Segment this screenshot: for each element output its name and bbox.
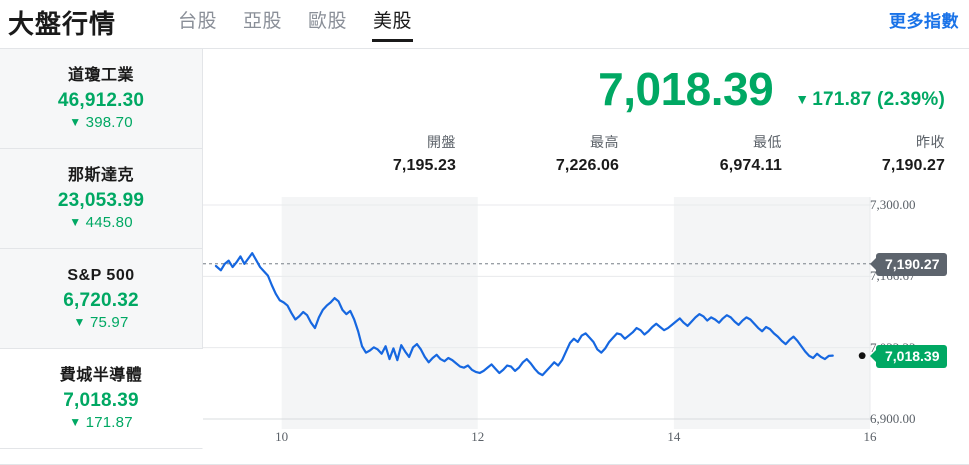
down-triangle-icon: ▼ xyxy=(69,215,82,230)
tab-label: 台股 xyxy=(178,11,218,32)
stat-label: 開盤 xyxy=(427,134,456,150)
tab-2[interactable]: 歐股 xyxy=(295,6,360,42)
index-card-2[interactable]: S&P 500 6,720.32 ▼ 75.97 xyxy=(0,249,203,349)
index-price: 23,053.99 xyxy=(57,189,145,211)
page-title: 大盤行情 xyxy=(8,9,117,39)
stat-2: 最低 6,974.11 xyxy=(619,132,782,179)
stat-value: 7,190.27 xyxy=(881,157,945,174)
index-price: 46,912.30 xyxy=(57,89,145,111)
tab-label: 歐股 xyxy=(308,11,348,32)
stat-label: 昨收 xyxy=(916,134,945,150)
index-name: S&P 500 xyxy=(67,267,135,285)
last-price: 7,018.39 xyxy=(598,63,774,115)
header-divider xyxy=(0,48,969,49)
index-card-0[interactable]: 道瓊工業 46,912.30 ▼ 398.70 xyxy=(0,49,203,149)
last-change: ▼ 171.87 (2.39%) xyxy=(795,89,945,111)
tab-label: 美股 xyxy=(373,11,413,32)
index-card-3[interactable]: 費城半導體 7,018.39 ▼ 171.87 xyxy=(0,349,203,449)
index-change: ▼ 445.80 xyxy=(69,213,133,233)
index-change-value: 75.97 xyxy=(85,314,129,332)
x-axis-label-2: 14 xyxy=(667,429,681,444)
index-list-sidebar: 道瓊工業 46,912.30 ▼ 398.70 那斯達克 23,053.99 ▼ 445.… xyxy=(0,49,203,465)
down-triangle-icon: ▼ xyxy=(73,315,86,330)
chart-band-1 xyxy=(673,197,870,429)
last-price-badge: 7,018.39 xyxy=(876,344,947,368)
stat-1: 最高 7,226.06 xyxy=(456,132,619,179)
index-price: 7,018.39 xyxy=(63,389,139,411)
market-tabs: 台股 亞股 歐股 美股 xyxy=(165,6,425,42)
tab-1[interactable]: 亞股 xyxy=(230,6,295,42)
page-header: 大盤行情 台股 亞股 歐股 美股 更多指數 xyxy=(0,0,969,49)
index-name: 費城半導體 xyxy=(59,367,143,385)
quote-panel: 7,018.39 ▼ 171.87 (2.39%) 開盤 7,195.23 最高 7,2… xyxy=(203,49,969,465)
series-line-0 xyxy=(214,252,834,377)
quote-stats: 開盤 7,195.23 最高 7,226.06 最低 6,974.11 昨收 7,190.27 xyxy=(293,132,945,179)
tab-3[interactable]: 美股 xyxy=(360,6,425,42)
index-name: 道瓊工業 xyxy=(67,67,134,85)
index-change: ▼ 171.87 xyxy=(69,413,133,433)
index-change-value: 445.80 xyxy=(81,214,133,232)
tab-0[interactable]: 台股 xyxy=(165,6,230,42)
stat-value: 7,195.23 xyxy=(392,157,456,174)
index-price: 6,720.32 xyxy=(63,289,139,311)
x-axis-label-1: 12 xyxy=(471,429,485,444)
stat-value: 7,226.06 xyxy=(555,157,619,174)
x-axis-label-0: 10 xyxy=(275,429,289,444)
prev-close-badge: 7,190.27 xyxy=(876,252,947,276)
chart-canvas xyxy=(203,197,872,429)
chart-band-0 xyxy=(281,197,478,429)
stat-label: 最高 xyxy=(590,134,619,150)
index-card-1[interactable]: 那斯達克 23,053.99 ▼ 445.80 xyxy=(0,149,203,249)
last-quote-row: 7,018.39 ▼ 171.87 (2.39%) xyxy=(598,66,945,112)
down-triangle-icon: ▼ xyxy=(795,91,810,107)
index-change-value: 398.70 xyxy=(81,114,133,132)
stat-0: 開盤 7,195.23 xyxy=(293,132,456,179)
tab-label: 亞股 xyxy=(243,11,283,32)
x-axis-label-3: 16 xyxy=(863,429,877,444)
last-change-text: 171.87 (2.39%) xyxy=(812,89,945,110)
more-indices-link[interactable]: 更多指數 xyxy=(889,12,959,31)
index-change: ▼ 75.97 xyxy=(74,313,129,333)
index-change-value: 171.87 xyxy=(81,414,133,432)
down-triangle-icon: ▼ xyxy=(69,415,82,430)
index-name: 那斯達克 xyxy=(67,167,134,185)
index-change: ▼ 398.70 xyxy=(69,113,133,133)
stat-value: 6,974.11 xyxy=(719,157,782,174)
y-axis-label-3: 6,900.00 xyxy=(870,411,916,426)
y-axis-label-0: 7,300.00 xyxy=(870,197,916,212)
down-triangle-icon: ▼ xyxy=(69,115,82,130)
last-point-marker xyxy=(858,352,866,360)
intraday-chart[interactable]: 7,300.007,166.677,033.336,900.0010121416… xyxy=(203,197,969,465)
stat-label: 最低 xyxy=(753,134,782,150)
stat-3: 昨收 7,190.27 xyxy=(782,132,945,179)
